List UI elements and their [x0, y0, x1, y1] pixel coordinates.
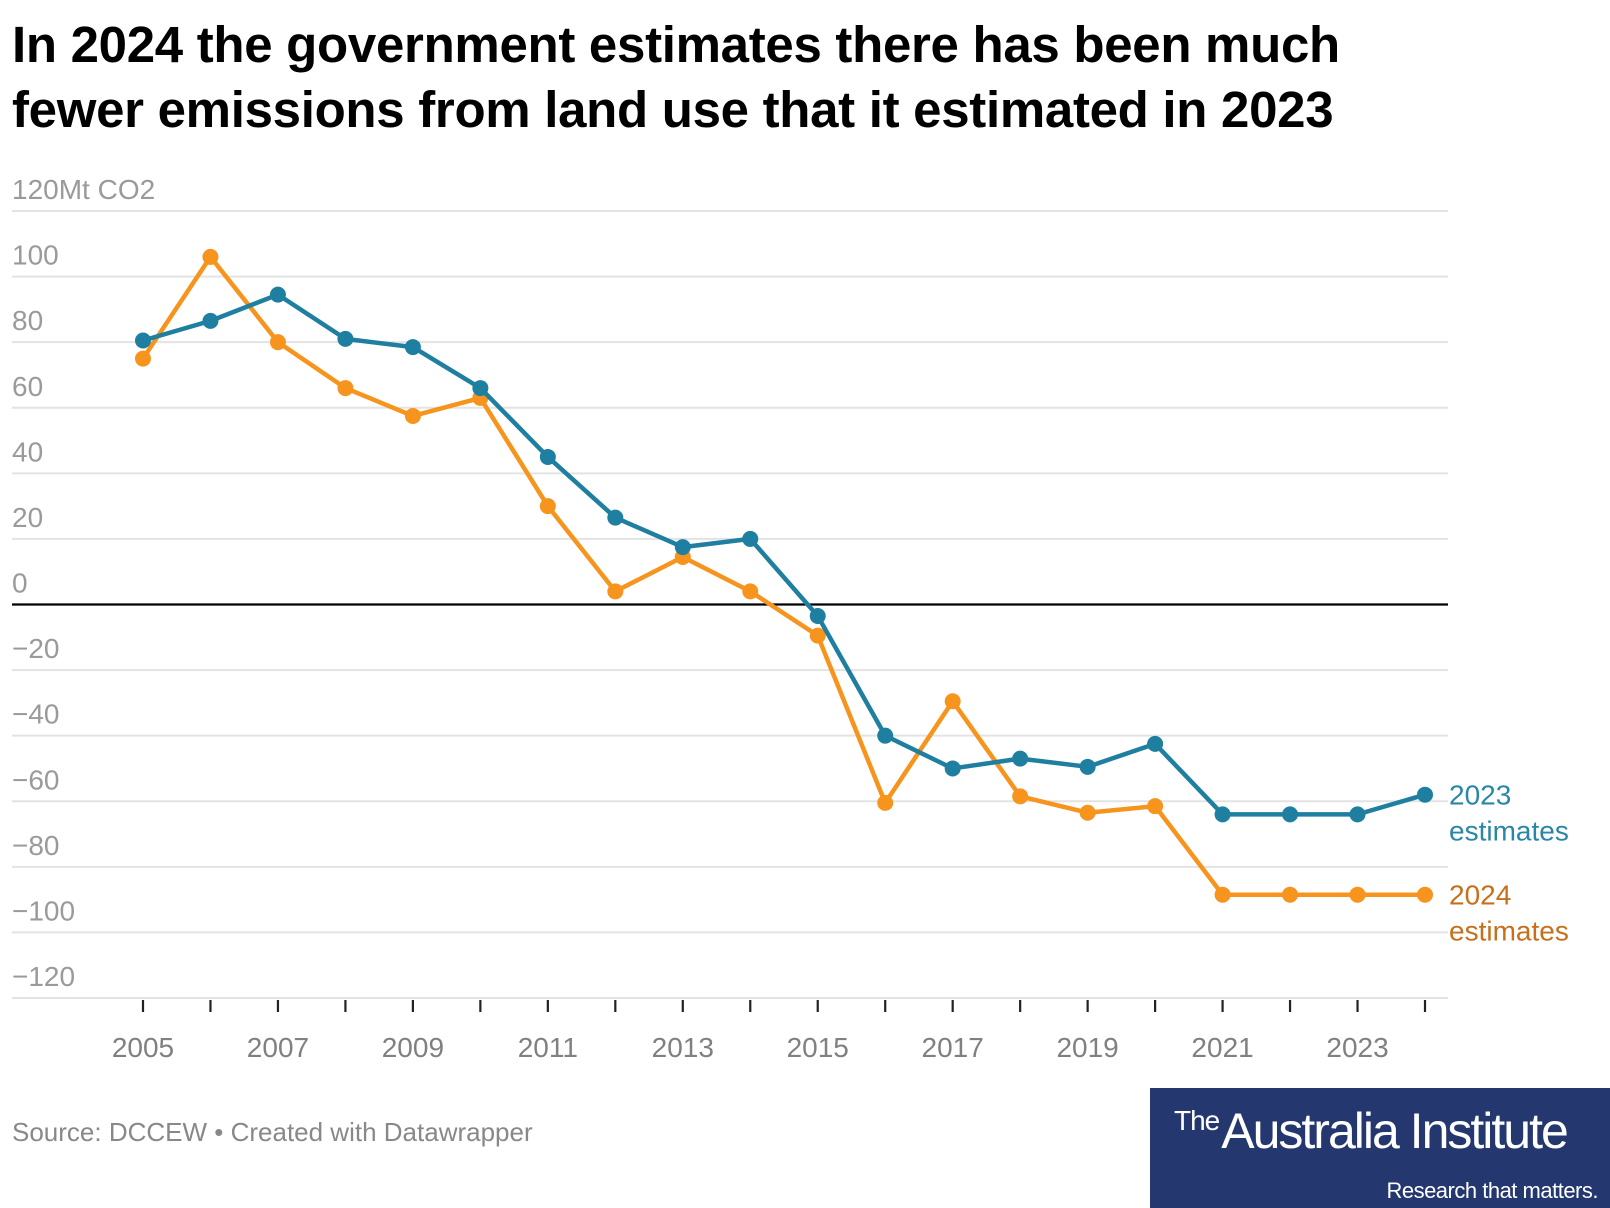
data-point	[135, 350, 151, 367]
data-point	[944, 760, 961, 777]
data-point	[742, 530, 759, 547]
y-tick-label: 120Mt CO2	[12, 174, 155, 205]
data-point	[1012, 750, 1029, 767]
data-point	[337, 330, 354, 347]
chart-title-line-1: In 2024 the government estimates there h…	[12, 16, 1340, 73]
data-point	[1417, 786, 1433, 803]
y-tick-label: 0	[12, 568, 28, 599]
data-point	[1147, 798, 1164, 815]
data-point	[269, 286, 286, 303]
chart-title-line-2: fewer emissions from land use that it es…	[12, 81, 1334, 138]
data-point	[809, 627, 826, 644]
data-point	[1417, 886, 1433, 903]
logo-name: Australia Institute	[1221, 1103, 1569, 1159]
series-label: 2024 estimates	[1449, 880, 1569, 947]
data-point	[1282, 886, 1299, 903]
x-tick-label: 2005	[112, 1032, 174, 1060]
series-label: 2023 estimates	[1449, 780, 1569, 847]
series-2023-estimates	[135, 286, 1433, 823]
chart-title: In 2024 the government estimates there h…	[12, 12, 1572, 142]
data-point	[1349, 806, 1366, 823]
y-axis-labels: 120Mt CO2 100 80 60 40 20 0 −20 −40 −60 −80 −100 −12…	[12, 174, 155, 992]
data-point	[809, 607, 826, 624]
x-tick-label: 2007	[247, 1032, 309, 1060]
x-tick-label: 2017	[922, 1032, 984, 1060]
data-point	[202, 312, 219, 329]
data-point	[877, 794, 894, 811]
y-tick-label: 40	[12, 436, 43, 467]
series-line	[140, 292, 1428, 817]
series-label-line: 2024	[1449, 880, 1511, 911]
data-point	[1214, 886, 1231, 903]
y-tick-label: −60	[12, 764, 60, 795]
x-tick-label: 2013	[652, 1032, 714, 1060]
y-tick-label: 60	[12, 371, 43, 402]
y-tick-label: 100	[12, 240, 59, 271]
x-tick-label: 2023	[1326, 1032, 1388, 1060]
data-point	[472, 380, 489, 397]
data-point	[1012, 788, 1029, 805]
y-tick-label: 80	[12, 305, 43, 336]
y-tick-label: −100	[12, 895, 75, 926]
source-note: Source: DCCEW • Created with Datawrapper	[12, 1117, 533, 1147]
data-point	[607, 509, 624, 526]
data-point	[1214, 806, 1231, 823]
x-tick-label: 2009	[382, 1032, 444, 1060]
y-tick-label: 20	[12, 502, 43, 533]
logo-tagline: Research that matters.	[1386, 1178, 1598, 1203]
data-point	[404, 339, 421, 356]
y-tick-label: −20	[12, 633, 60, 664]
y-tick-label: −120	[12, 961, 75, 992]
data-point	[337, 380, 354, 397]
data-point	[202, 248, 219, 265]
australia-institute-logo: TheAustralia Institute Research that mat…	[1150, 1088, 1610, 1208]
data-point	[539, 498, 556, 515]
logo-wordmark: TheAustralia Institute	[1174, 1102, 1569, 1160]
series-label-line: estimates	[1449, 916, 1569, 947]
x-tick-label: 2011	[518, 1032, 578, 1060]
data-point	[877, 727, 894, 744]
data-point	[135, 332, 151, 349]
series-2024-estimates	[135, 248, 1433, 903]
series-label-line: 2023	[1449, 780, 1511, 811]
logo-the: The	[1174, 1105, 1220, 1136]
series-labels: 2024 estimates 2023 estimates	[1449, 780, 1569, 947]
x-tick-label: 2015	[787, 1032, 849, 1060]
data-point	[539, 448, 556, 465]
x-tick-label: 2019	[1056, 1032, 1118, 1060]
series	[135, 248, 1433, 903]
data-point	[1079, 804, 1096, 821]
data-point	[944, 693, 961, 710]
data-point	[404, 407, 421, 424]
x-tick-label: 2021	[1191, 1032, 1253, 1060]
line-chart: 120Mt CO2 100 80 60 40 20 0 −20 −40 −60 −80 −100 −12…	[12, 174, 1569, 1060]
data-point	[269, 334, 286, 351]
data-point	[1349, 886, 1366, 903]
data-point	[1079, 758, 1096, 775]
series-line	[140, 254, 1428, 897]
y-tick-label: −40	[12, 699, 60, 730]
data-point	[674, 539, 691, 556]
data-point	[1147, 735, 1164, 752]
data-point	[742, 583, 759, 600]
series-label-line: estimates	[1449, 816, 1569, 847]
gridlines	[12, 210, 1448, 999]
y-tick-label: −80	[12, 830, 60, 861]
x-axis: 2005 2007 2009 2011 2013 2015 2017 2019 2021 2023	[112, 1000, 1427, 1060]
data-point	[1282, 806, 1299, 823]
data-point	[607, 583, 624, 600]
